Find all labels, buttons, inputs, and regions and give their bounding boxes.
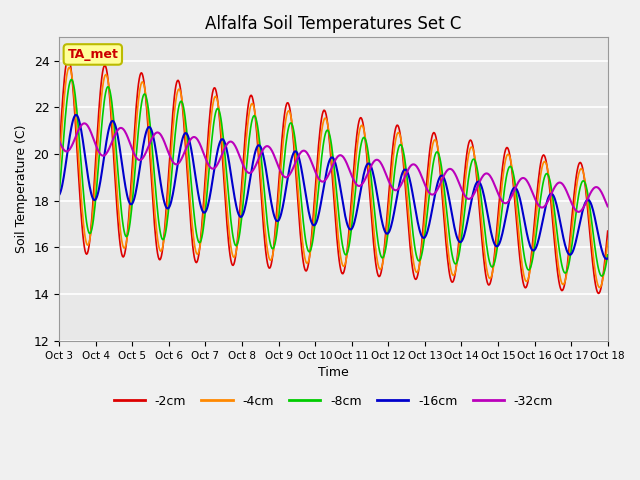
Line: -8cm: -8cm: [59, 80, 608, 276]
-2cm: [595, 290, 602, 296]
X-axis label: Time: Time: [318, 366, 349, 379]
-4cm: [65, 64, 73, 70]
-32cm: [55, 138, 63, 144]
-8cm: [417, 255, 424, 261]
-8cm: [604, 252, 612, 258]
-2cm: [401, 177, 408, 182]
-2cm: [604, 228, 612, 234]
Line: -16cm: -16cm: [59, 115, 608, 259]
-16cm: [178, 138, 186, 144]
Y-axis label: Soil Temperature (C): Soil Temperature (C): [15, 125, 28, 253]
-2cm: [207, 100, 215, 106]
-32cm: [575, 209, 582, 215]
-4cm: [66, 65, 74, 71]
-16cm: [55, 192, 63, 198]
-16cm: [602, 256, 610, 262]
-4cm: [178, 97, 186, 103]
-32cm: [417, 171, 424, 177]
-32cm: [401, 174, 408, 180]
-4cm: [55, 167, 63, 173]
-32cm: [207, 165, 215, 171]
Line: -2cm: -2cm: [59, 58, 608, 293]
-4cm: [401, 168, 408, 173]
-16cm: [122, 188, 130, 194]
-4cm: [122, 240, 130, 246]
-2cm: [65, 55, 72, 61]
-8cm: [67, 77, 75, 83]
-16cm: [72, 112, 80, 118]
-8cm: [55, 192, 63, 197]
Legend: -2cm, -4cm, -8cm, -16cm, -32cm: -2cm, -4cm, -8cm, -16cm, -32cm: [109, 390, 558, 412]
-4cm: [604, 239, 612, 244]
-16cm: [604, 255, 612, 261]
-4cm: [207, 117, 215, 122]
-32cm: [122, 131, 130, 137]
-16cm: [417, 231, 424, 237]
-8cm: [401, 156, 408, 162]
Line: -4cm: -4cm: [59, 67, 608, 288]
-8cm: [207, 146, 215, 152]
-16cm: [401, 167, 408, 172]
Text: TA_met: TA_met: [67, 48, 118, 61]
-2cm: [178, 98, 186, 104]
-32cm: [604, 204, 612, 209]
-2cm: [55, 151, 63, 157]
-32cm: [81, 120, 88, 126]
-32cm: [178, 155, 186, 161]
-4cm: [417, 254, 424, 260]
Line: -32cm: -32cm: [59, 123, 608, 212]
Title: Alfalfa Soil Temperatures Set C: Alfalfa Soil Temperatures Set C: [205, 15, 461, 33]
-2cm: [66, 59, 74, 64]
-16cm: [207, 187, 215, 193]
-8cm: [178, 99, 186, 105]
-2cm: [417, 250, 424, 256]
-8cm: [598, 273, 605, 279]
-8cm: [65, 83, 73, 88]
-4cm: [595, 285, 603, 290]
-8cm: [122, 234, 130, 240]
-32cm: [65, 147, 73, 153]
-2cm: [122, 241, 130, 247]
-16cm: [65, 138, 73, 144]
